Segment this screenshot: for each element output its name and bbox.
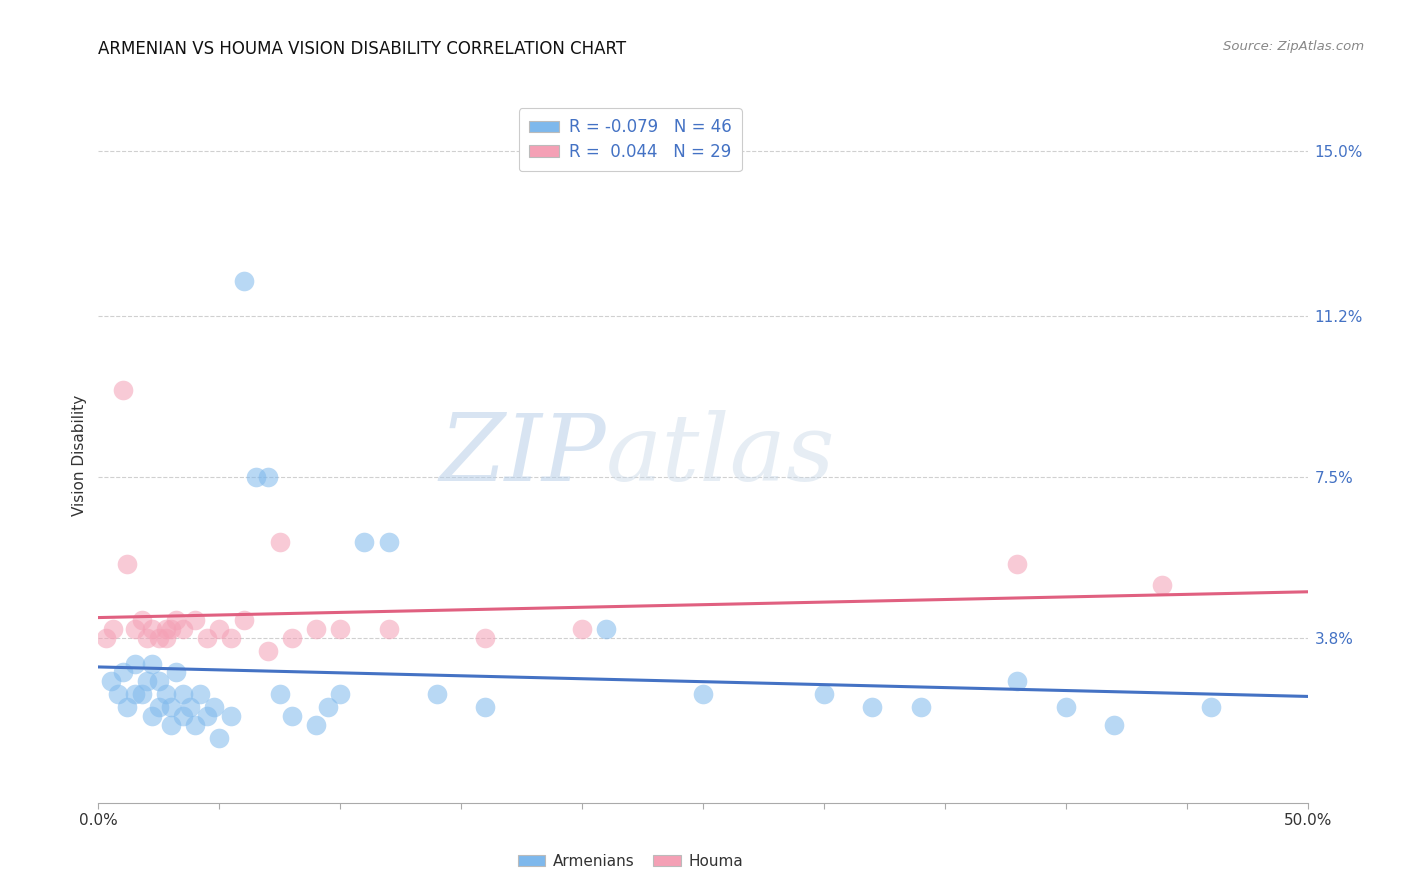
Point xyxy=(160,622,183,636)
Point xyxy=(305,717,328,731)
Point xyxy=(141,708,163,723)
Text: atlas: atlas xyxy=(606,410,835,500)
Point xyxy=(910,700,932,714)
Point xyxy=(474,700,496,714)
Point xyxy=(1199,700,1222,714)
Point xyxy=(141,622,163,636)
Point xyxy=(316,700,339,714)
Point xyxy=(1007,674,1029,689)
Point xyxy=(281,631,304,645)
Point xyxy=(208,731,231,745)
Point xyxy=(329,687,352,701)
Point xyxy=(135,674,157,689)
Point xyxy=(232,613,254,627)
Point xyxy=(94,631,117,645)
Point xyxy=(179,700,201,714)
Point xyxy=(377,622,399,636)
Point xyxy=(208,622,231,636)
Point xyxy=(131,687,153,701)
Point xyxy=(204,700,226,714)
Point xyxy=(165,665,187,680)
Point xyxy=(595,622,617,636)
Point xyxy=(1054,700,1077,714)
Point xyxy=(269,535,291,549)
Point xyxy=(111,665,134,680)
Point xyxy=(329,622,352,636)
Point xyxy=(124,687,146,701)
Point xyxy=(117,700,139,714)
Point xyxy=(111,383,134,397)
Point xyxy=(172,622,194,636)
Point xyxy=(860,700,883,714)
Point xyxy=(107,687,129,701)
Point xyxy=(232,274,254,288)
Point xyxy=(184,613,207,627)
Point xyxy=(124,657,146,671)
Point xyxy=(692,687,714,701)
Point xyxy=(100,674,122,689)
Point xyxy=(221,631,243,645)
Point xyxy=(148,674,170,689)
Point xyxy=(165,613,187,627)
Point xyxy=(269,687,291,701)
Y-axis label: Vision Disability: Vision Disability xyxy=(72,394,87,516)
Point xyxy=(245,469,267,483)
Point xyxy=(172,708,194,723)
Point xyxy=(1102,717,1125,731)
Point xyxy=(124,622,146,636)
Point xyxy=(1152,578,1174,592)
Point xyxy=(160,700,183,714)
Text: ZIP: ZIP xyxy=(440,410,606,500)
Point xyxy=(256,643,278,657)
Point xyxy=(377,535,399,549)
Point xyxy=(155,687,177,701)
Point xyxy=(188,687,211,701)
Point xyxy=(101,622,124,636)
Point xyxy=(135,631,157,645)
Legend: Armenians, Houma: Armenians, Houma xyxy=(512,848,749,875)
Point xyxy=(148,700,170,714)
Point xyxy=(195,708,218,723)
Point xyxy=(160,717,183,731)
Point xyxy=(281,708,304,723)
Point xyxy=(353,535,375,549)
Text: Source: ZipAtlas.com: Source: ZipAtlas.com xyxy=(1223,40,1364,54)
Text: ARMENIAN VS HOUMA VISION DISABILITY CORRELATION CHART: ARMENIAN VS HOUMA VISION DISABILITY CORR… xyxy=(98,40,627,58)
Point xyxy=(571,622,593,636)
Point xyxy=(1007,557,1029,571)
Point xyxy=(195,631,218,645)
Point xyxy=(813,687,835,701)
Point xyxy=(184,717,207,731)
Point xyxy=(305,622,328,636)
Point xyxy=(155,631,177,645)
Point xyxy=(131,613,153,627)
Point xyxy=(155,622,177,636)
Point xyxy=(141,657,163,671)
Point xyxy=(117,557,139,571)
Point xyxy=(426,687,449,701)
Point xyxy=(148,631,170,645)
Point xyxy=(221,708,243,723)
Point xyxy=(172,687,194,701)
Point xyxy=(256,469,278,483)
Point xyxy=(474,631,496,645)
